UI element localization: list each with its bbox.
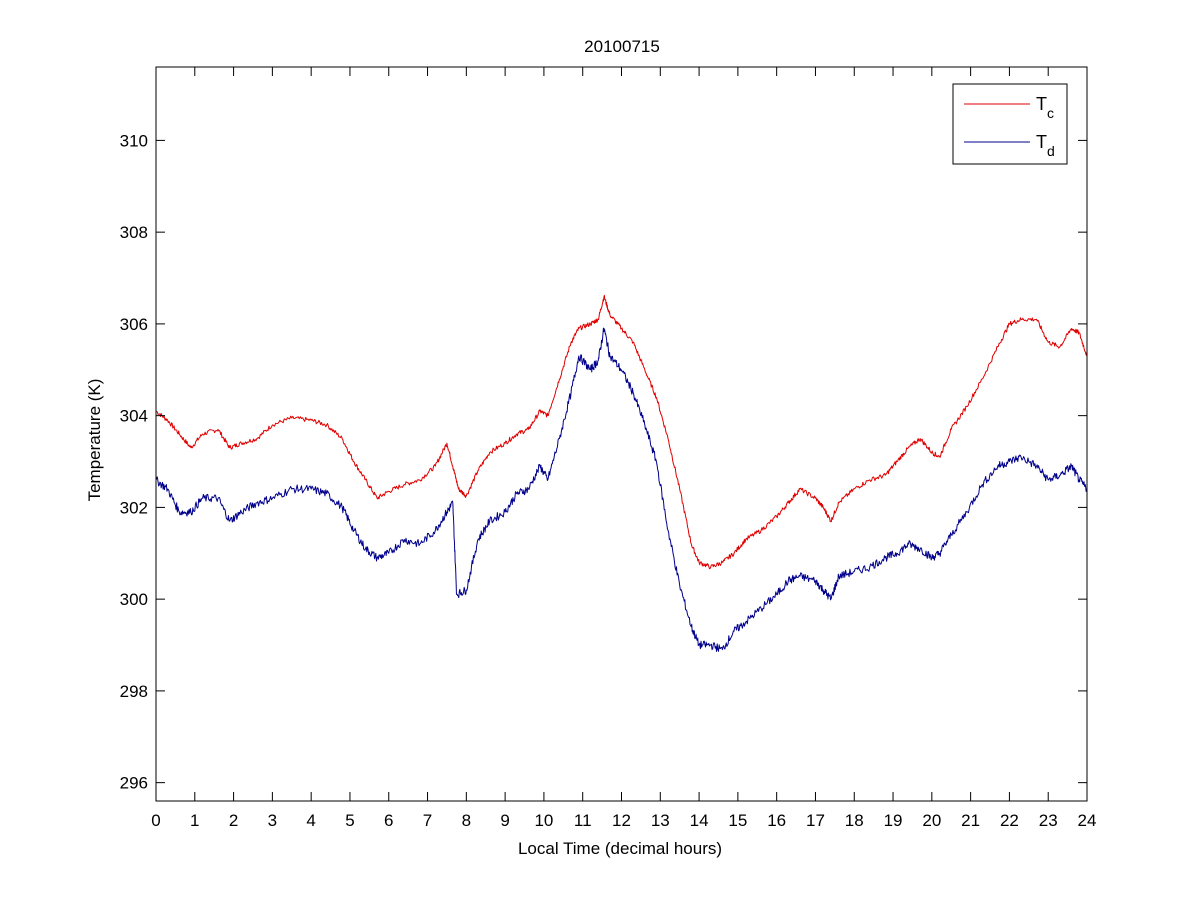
y-tick-label: 298 <box>120 682 148 701</box>
x-tick-label: 2 <box>229 811 238 830</box>
x-tick-label: 7 <box>423 811 432 830</box>
legend-box <box>952 83 1068 165</box>
y-tick-label: 308 <box>120 223 148 242</box>
x-tick-label: 16 <box>767 811 786 830</box>
x-tick-label: 24 <box>1078 811 1097 830</box>
x-tick-label: 15 <box>728 811 747 830</box>
x-tick-label: 8 <box>462 811 471 830</box>
plot-area: 0 1 2 3 4 5 6 7 8 9 10 11 12 13 14 15 16 17 18 19 20 21 22 23 24… <box>120 66 1097 830</box>
x-tick-label: 12 <box>612 811 631 830</box>
x-tick-label: 3 <box>268 811 277 830</box>
x-tick-label: 19 <box>884 811 903 830</box>
x-tick-label: 1 <box>190 811 199 830</box>
y-axis-label: Temperature (K) <box>85 379 104 502</box>
legend: Tc Td <box>952 83 1068 165</box>
y-tick-label: 296 <box>120 774 148 793</box>
x-axis-label: Local Time (decimal hours) <box>518 839 722 858</box>
y-tick-label: 306 <box>120 315 148 334</box>
legend-label-d: Td <box>1036 132 1055 159</box>
chart-title: 20100715 <box>584 37 660 56</box>
x-tick-label: 9 <box>500 811 509 830</box>
series-group <box>155 294 1088 652</box>
series-line-c <box>155 294 1088 570</box>
x-tick-label: 23 <box>1039 811 1058 830</box>
x-tick-label: 17 <box>806 811 825 830</box>
x-tick-label: 20 <box>922 811 941 830</box>
x-tick-label: 13 <box>651 811 670 830</box>
x-tick-label: 21 <box>961 811 980 830</box>
y-tick-label: 310 <box>120 131 148 150</box>
x-tick-label: 4 <box>306 811 315 830</box>
x-tick-label: 22 <box>1000 811 1019 830</box>
x-tick-label: 18 <box>845 811 864 830</box>
series-line-d <box>155 327 1088 652</box>
x-tick-label: 10 <box>534 811 553 830</box>
x-tick-label: 5 <box>345 811 354 830</box>
y-tick-label: 304 <box>120 407 148 426</box>
y-tick-label: 300 <box>120 590 148 609</box>
x-tick-label: 11 <box>574 811 592 830</box>
legend-label-c: Tc <box>1036 94 1054 121</box>
x-tick-label: 14 <box>690 811 709 830</box>
y-tick-label: 302 <box>120 498 148 517</box>
x-tick-label: 6 <box>384 811 393 830</box>
x-tick-label: 0 <box>151 811 160 830</box>
